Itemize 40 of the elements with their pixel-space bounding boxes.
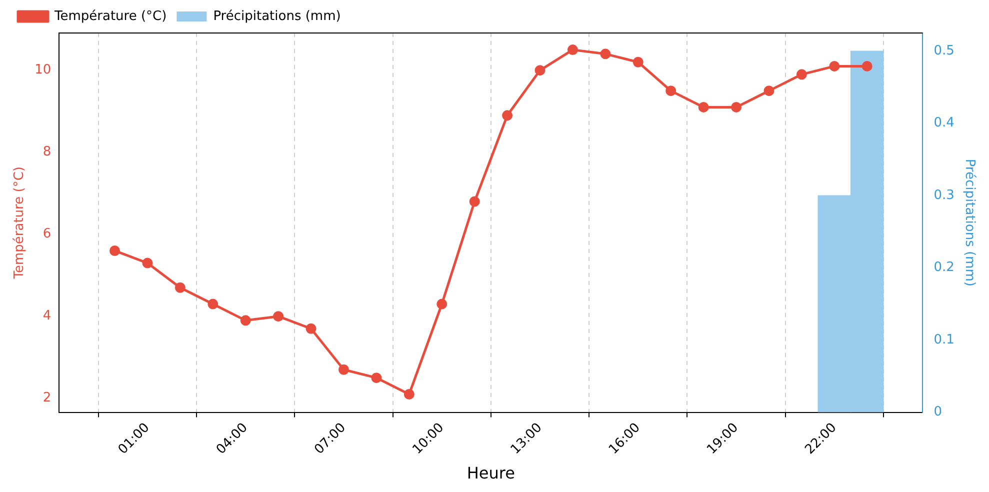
point xyxy=(371,372,382,384)
point xyxy=(862,60,872,72)
point xyxy=(502,110,513,121)
point xyxy=(534,65,546,76)
legend-label: Température (°C) xyxy=(54,8,167,24)
point xyxy=(142,258,153,268)
point xyxy=(469,196,480,207)
point xyxy=(436,298,448,310)
y2-tick-label: 0.5 xyxy=(934,43,954,58)
point xyxy=(796,69,807,80)
y-tick-label: 6 xyxy=(42,226,52,242)
point xyxy=(240,315,251,326)
x-axis-title: Heure xyxy=(466,464,515,483)
y2-axis-title: Précipitations (mm) xyxy=(962,158,977,286)
point xyxy=(666,86,676,96)
legend-label: Précipitations (mm) xyxy=(213,8,341,24)
y2-tick-label: 0.4 xyxy=(934,116,954,131)
point xyxy=(208,298,218,310)
y-tick-label: 4 xyxy=(42,308,52,324)
point xyxy=(600,48,611,60)
y-axis-title: Température (°C) xyxy=(12,166,28,280)
point xyxy=(174,282,186,293)
point xyxy=(338,364,349,375)
point xyxy=(764,86,774,96)
point xyxy=(632,56,644,68)
point xyxy=(273,311,284,322)
y-tick-label: 8 xyxy=(42,144,52,160)
y2-tick-label: 0.3 xyxy=(934,188,954,203)
y2-tick-label: 0.2 xyxy=(934,260,954,276)
point xyxy=(698,102,709,112)
y-tick-label: 10 xyxy=(34,62,52,78)
point xyxy=(306,323,316,334)
y2-tick-label: 0.1 xyxy=(934,332,954,348)
point xyxy=(829,60,840,72)
point xyxy=(567,44,578,56)
y-tick-label: 2 xyxy=(42,390,52,406)
point xyxy=(110,245,120,256)
point xyxy=(404,388,414,400)
point xyxy=(731,102,742,112)
y2-tick-label: 0 xyxy=(934,404,942,420)
